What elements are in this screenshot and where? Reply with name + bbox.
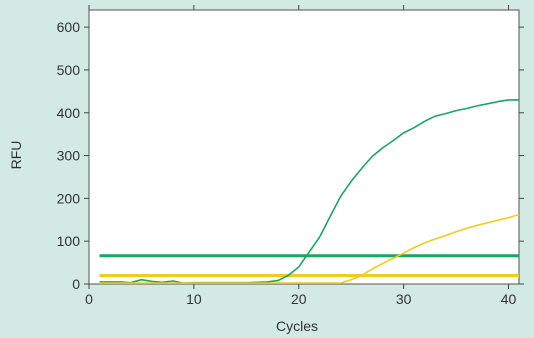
y-axis-title: RFU: [8, 141, 24, 170]
x-tick-label: 30: [396, 291, 412, 307]
y-tick-label: 300: [57, 148, 81, 164]
series-lines: [99, 99, 520, 284]
x-tick-label: 0: [85, 291, 93, 307]
y-tick-label: 200: [57, 190, 81, 206]
y-tick-label: 100: [57, 233, 81, 249]
threshold-lines: [99, 254, 519, 277]
series-line-2: [99, 213, 520, 284]
y-tick-label: 400: [57, 105, 81, 121]
x-axis-title: Cycles: [276, 318, 318, 334]
plot-area: [88, 9, 520, 285]
y-tick-label: 600: [57, 19, 81, 35]
y-tick-label: 0: [72, 276, 80, 292]
y-tick-label: 500: [57, 62, 81, 78]
x-tick-label: 40: [501, 291, 517, 307]
series-line-1: [99, 99, 519, 284]
x-tick-label: 20: [291, 291, 307, 307]
x-tick-label: 10: [186, 291, 202, 307]
y-axis: 0 100 200 300 400 500 600: [57, 19, 524, 292]
x-axis: 0 10 20 30 40: [85, 5, 517, 307]
